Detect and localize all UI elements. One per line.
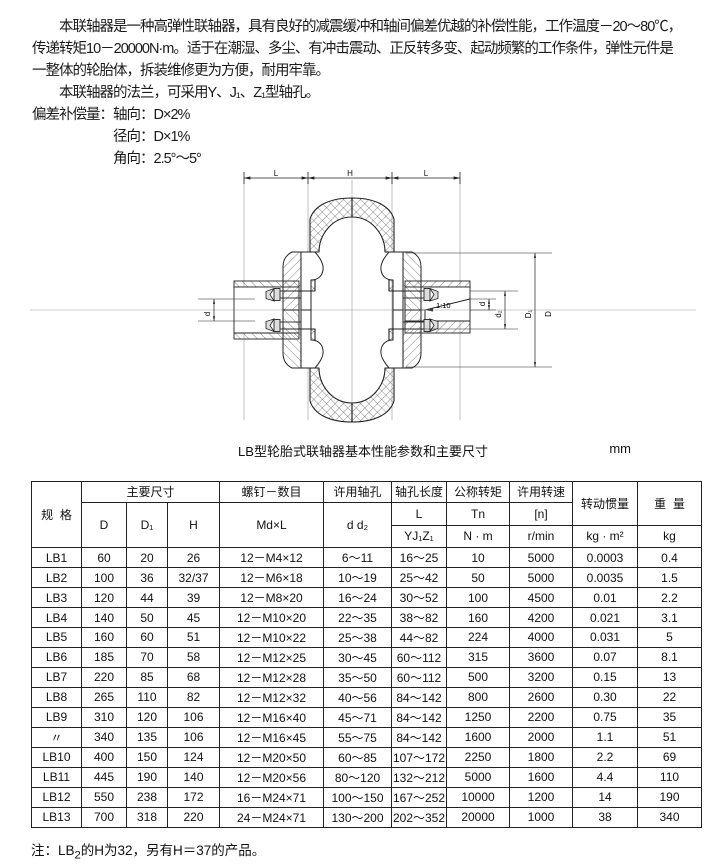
svg-text:D₁: D₁: [524, 309, 533, 318]
svg-text:L: L: [424, 170, 429, 178]
svg-text:H: H: [347, 170, 353, 178]
svg-text:d₂: d₂: [494, 310, 503, 318]
svg-text:D: D: [544, 311, 553, 317]
svg-text:L: L: [274, 170, 279, 178]
svg-text:d: d: [478, 302, 487, 306]
svg-text:d: d: [203, 312, 212, 316]
